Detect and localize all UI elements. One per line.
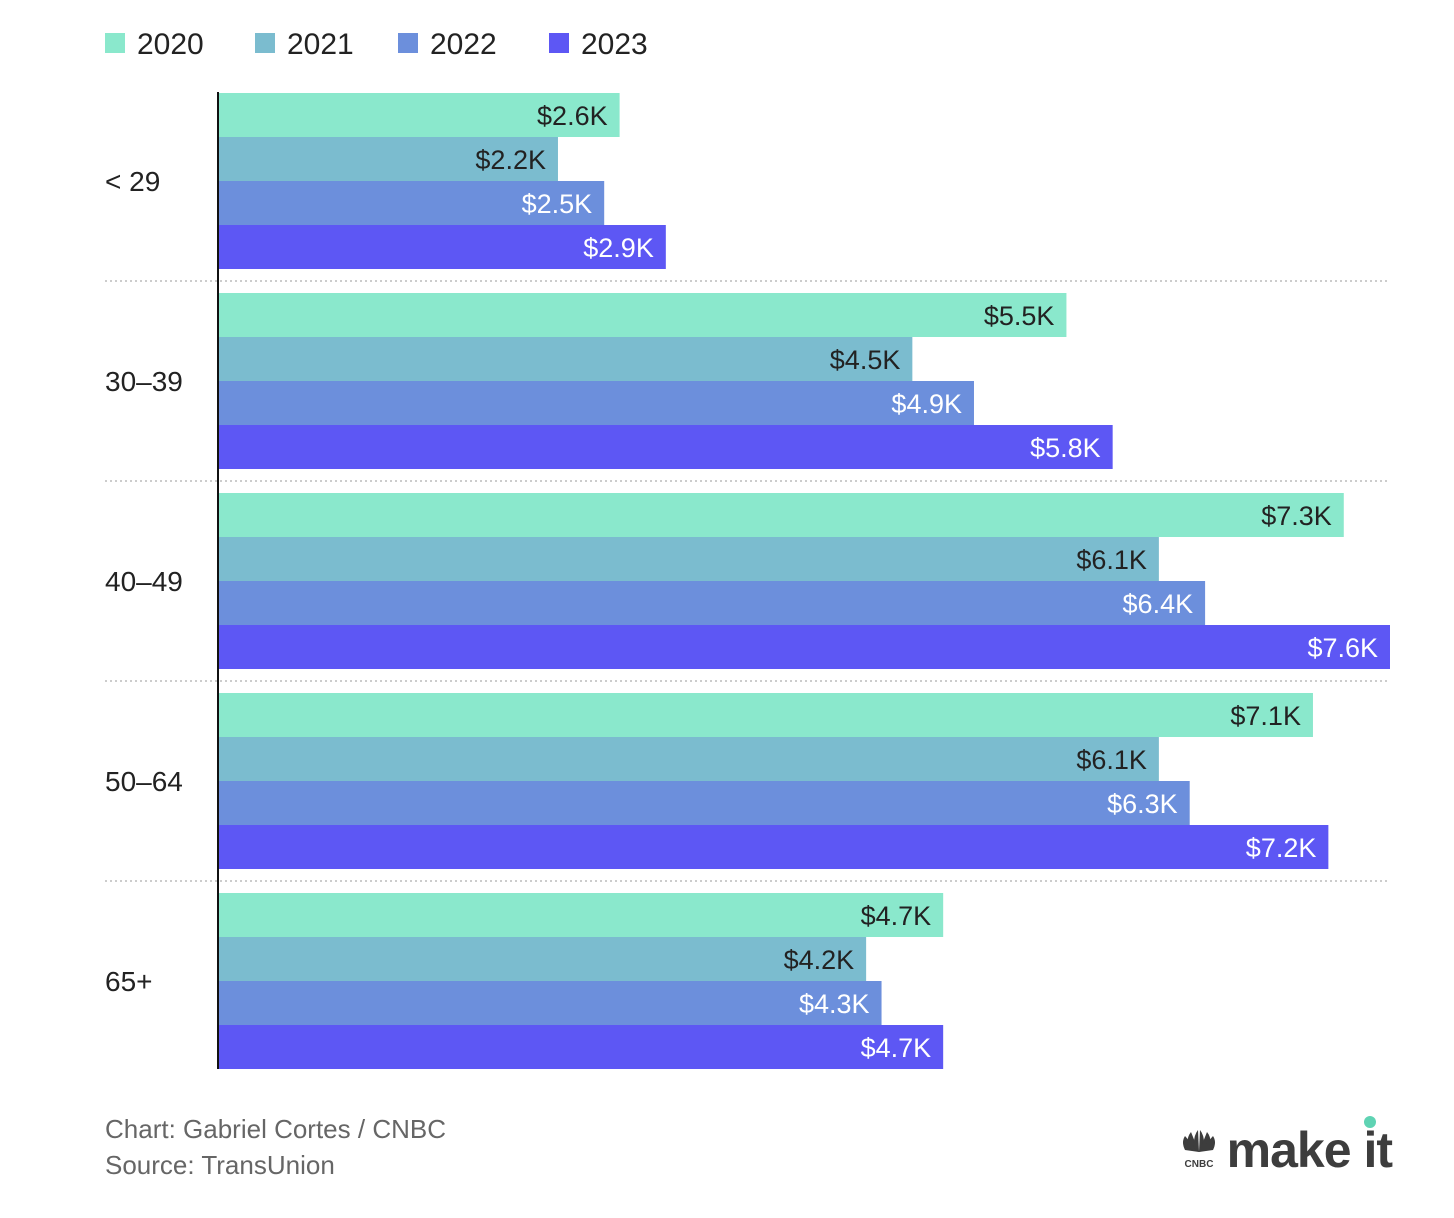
- legend-label-2023: 2023: [581, 28, 648, 61]
- chart-bars: $2.6K $2.2K $2.5K $2.9K $5.5K $4.5K $4.9K $5.8K…: [219, 93, 1390, 1069]
- legend-swatch-2023: [549, 33, 569, 53]
- bar-2023: [219, 1025, 944, 1069]
- bar-value-label: $7.3K: [1261, 501, 1332, 531]
- legend-swatch-2022: [398, 33, 418, 53]
- category-label: 40–49: [105, 566, 183, 597]
- category-label: 30–39: [105, 366, 183, 397]
- chart-credit: Chart: Gabriel Cortes / CNBC: [105, 1114, 446, 1144]
- bar-value-label: $7.6K: [1307, 633, 1378, 663]
- bar-2021: [219, 737, 1159, 781]
- bar-2022: [219, 181, 605, 225]
- legend-label-2021: 2021: [287, 28, 354, 61]
- svg-text:CNBC: CNBC: [1184, 1159, 1213, 1170]
- bar-2022: [219, 781, 1190, 825]
- bar-value-label: $2.2K: [475, 145, 546, 175]
- bar-2022: [219, 981, 882, 1025]
- bar-value-label: $4.7K: [861, 1033, 932, 1063]
- bar-value-label: $2.9K: [583, 233, 654, 263]
- bar-value-label: $4.5K: [830, 345, 901, 375]
- bar-2020: [219, 493, 1344, 537]
- bar-value-label: $6.1K: [1076, 545, 1147, 575]
- bar-value-label: $2.5K: [522, 189, 593, 219]
- bar-2023: [219, 825, 1329, 869]
- category-separators: [105, 280, 1390, 882]
- bar-value-label: $7.2K: [1246, 833, 1317, 863]
- bar-value-label: $5.8K: [1030, 433, 1101, 463]
- bar-value-label: $6.4K: [1123, 589, 1194, 619]
- bar-chart: 2020 2021 2022 2023 $2.6K $2.2K $2.5K $2.9K $5.…: [105, 28, 1390, 1069]
- bar-value-label: $5.5K: [984, 301, 1055, 331]
- logo-dot: [1363, 1116, 1376, 1128]
- bar-value-label: $6.1K: [1076, 745, 1147, 775]
- bar-2020: [219, 293, 1067, 337]
- bar-2023: [219, 225, 666, 269]
- legend-label-2020: 2020: [137, 28, 204, 61]
- bar-value-label: $4.7K: [861, 901, 932, 931]
- bar-2022: [219, 381, 974, 425]
- bar-2020: [219, 893, 944, 937]
- bar-2021: [219, 137, 558, 181]
- bar-2021: [219, 537, 1159, 581]
- bar-2023: [219, 425, 1113, 469]
- bar-2020: [219, 93, 620, 137]
- bar-value-label: $7.1K: [1230, 701, 1301, 731]
- bar-value-label: $4.9K: [891, 389, 962, 419]
- category-label: 50–64: [105, 766, 183, 797]
- legend-swatch-2020: [105, 33, 125, 53]
- chart-legend: 2020 2021 2022 2023: [105, 28, 648, 61]
- category-label: < 29: [105, 166, 160, 197]
- legend-label-2022: 2022: [430, 28, 497, 61]
- chart-source: Source: TransUnion: [105, 1150, 335, 1180]
- category-label: 65+: [105, 966, 153, 997]
- bar-2023: [219, 625, 1390, 669]
- bar-2020: [219, 693, 1313, 737]
- bar-2021: [219, 937, 867, 981]
- bar-value-label: $2.6K: [537, 101, 608, 131]
- category-axis-labels: < 29 30–39 40–49 50–64 65+: [105, 166, 183, 997]
- bar-value-label: $4.2K: [784, 945, 855, 975]
- legend-swatch-2021: [255, 33, 275, 53]
- bar-2022: [219, 581, 1206, 625]
- bar-2021: [219, 337, 913, 381]
- bar-value-label: $6.3K: [1107, 789, 1178, 819]
- cnbc-peacock-icon: CNBC: [1182, 1130, 1215, 1170]
- bar-value-label: $4.3K: [799, 989, 870, 1019]
